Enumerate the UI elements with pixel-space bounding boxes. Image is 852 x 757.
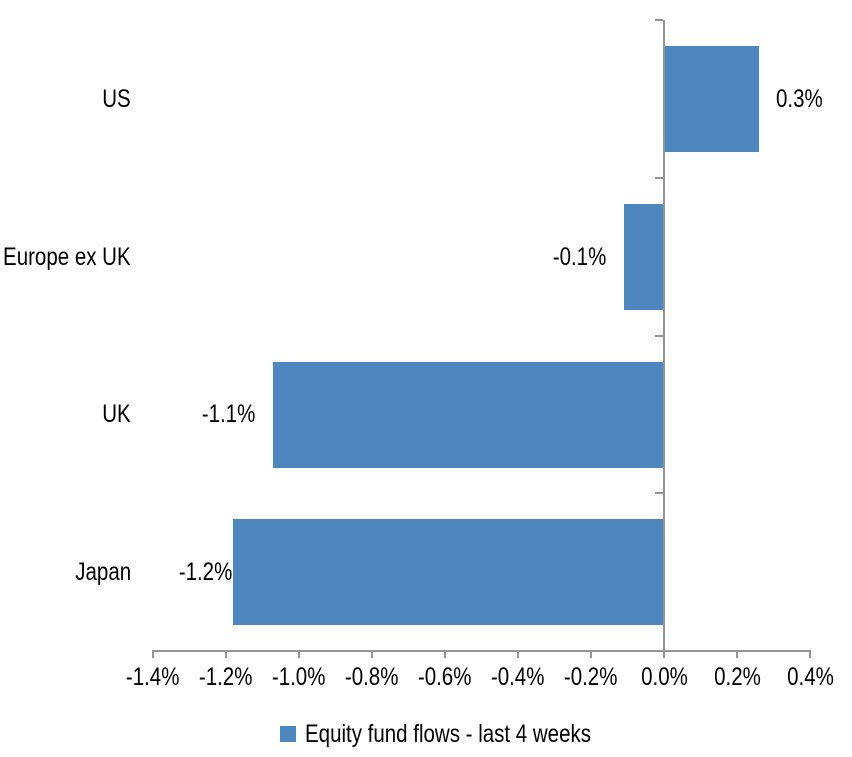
x-tick-label-text: 0.4% xyxy=(786,663,834,691)
category-label-europe-ex-uk: Europe ex UK xyxy=(0,242,131,272)
legend-swatch-icon xyxy=(280,726,296,742)
value-label-us: 0.3% xyxy=(776,84,833,114)
x-axis-tick xyxy=(809,650,811,658)
x-tick-label-text: -1.2% xyxy=(199,663,253,691)
category-label-text: Europe ex UK xyxy=(3,243,131,271)
y-axis-tick xyxy=(655,492,663,494)
x-tick-label-text: -0.8% xyxy=(345,663,399,691)
x-axis-tick xyxy=(298,650,300,658)
y-axis-tick xyxy=(655,177,663,179)
bar-europe-ex-uk xyxy=(624,204,664,310)
x-axis-tick xyxy=(517,650,519,658)
value-label-text: 0.3% xyxy=(776,85,823,113)
legend-entry: Equity fund flows - last 4 weeks xyxy=(305,719,654,749)
value-label-uk: -1.1% xyxy=(190,399,255,429)
x-axis-tick xyxy=(152,650,154,658)
value-label-europe-ex-uk: -0.1% xyxy=(541,242,606,272)
x-axis-tick xyxy=(225,650,227,658)
category-label-japan: Japan xyxy=(63,557,131,587)
value-label-text: -1.2% xyxy=(178,558,232,586)
x-axis-tick xyxy=(736,650,738,658)
bar-us xyxy=(664,46,759,152)
bar-uk xyxy=(273,362,664,468)
x-tick-label-text: -1.4% xyxy=(126,663,180,691)
x-axis-tick xyxy=(444,650,446,658)
category-label-us: US xyxy=(96,84,131,114)
x-axis-line xyxy=(153,650,811,652)
x-tick-label-text: -0.2% xyxy=(564,663,618,691)
category-label-text: Japan xyxy=(75,558,131,586)
category-label-text: UK xyxy=(102,400,131,428)
x-axis-tick xyxy=(663,650,665,658)
x-tick-label-text: -1.0% xyxy=(272,663,326,691)
value-label-japan: -1.2% xyxy=(167,557,232,587)
x-axis-tick xyxy=(590,650,592,658)
x-tick-label-text: 0.0% xyxy=(640,663,688,691)
value-label-text: -0.1% xyxy=(552,243,606,271)
category-label-text: US xyxy=(102,85,131,113)
x-tick-label-text: 0.2% xyxy=(713,663,761,691)
category-label-uk: UK xyxy=(96,399,131,429)
x-tick-label-text: -0.4% xyxy=(491,663,545,691)
y-axis-tick xyxy=(655,19,663,21)
value-label-text: -1.1% xyxy=(201,400,255,428)
bar-japan xyxy=(233,519,664,625)
x-tick-label-text: -0.6% xyxy=(418,663,472,691)
x-axis-tick xyxy=(371,650,373,658)
y-axis-line xyxy=(663,20,665,657)
legend-label: Equity fund flows - last 4 weeks xyxy=(305,720,592,748)
y-axis-tick xyxy=(655,335,663,337)
